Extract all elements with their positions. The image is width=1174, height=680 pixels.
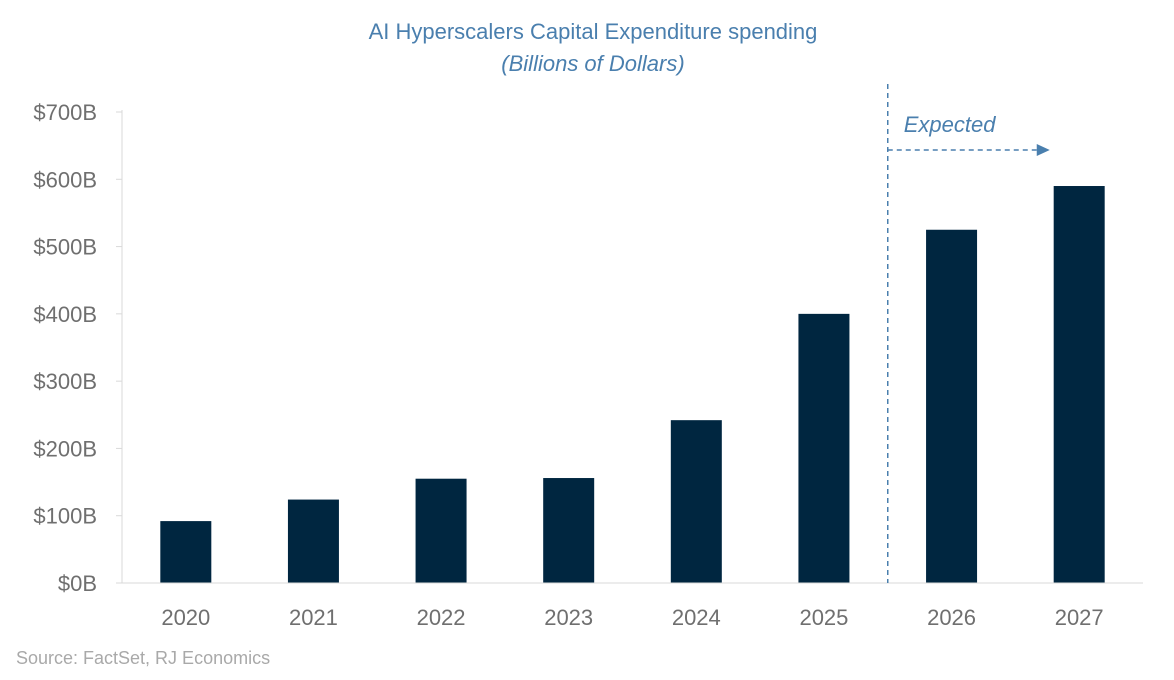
chart-subtitle: (Billions of Dollars)	[501, 51, 684, 76]
x-tick-label: 2025	[799, 605, 848, 630]
bar-2020	[160, 521, 212, 583]
y-tick-label: $0B	[58, 571, 97, 596]
x-tick-label: 2023	[544, 605, 593, 630]
chart-title: AI Hyperscalers Capital Expenditure spen…	[369, 19, 818, 44]
y-tick-label: $100B	[33, 504, 97, 529]
x-axis: 2020 2021 2022 2023 2024 2025 2026 2027	[122, 582, 1143, 630]
bar-2024	[670, 420, 722, 583]
x-tick-label: 2022	[417, 605, 466, 630]
y-tick-label: $600B	[33, 167, 97, 192]
bar-2027	[1053, 186, 1105, 583]
bar-2025	[798, 313, 850, 583]
expected-label: Expected	[904, 112, 996, 137]
source-note: Source: FactSet, RJ Economics	[16, 648, 271, 668]
x-tick-label: 2021	[289, 605, 338, 630]
x-tick-label: 2026	[927, 605, 976, 630]
bar-2026	[926, 229, 978, 583]
expected-arrow-head	[1036, 144, 1050, 156]
bar-2021	[287, 499, 339, 583]
x-tick-label: 2027	[1055, 605, 1104, 630]
bar-2023	[543, 478, 595, 583]
y-tick-label: $300B	[33, 369, 97, 394]
bar-2022	[415, 478, 467, 583]
y-tick-label: $700B	[33, 100, 97, 125]
y-tick-label: $200B	[33, 436, 97, 461]
y-axis: $0B $100B $200B $300B $400B $500B $600B $700B	[33, 100, 123, 596]
x-tick-label: 2024	[672, 605, 721, 630]
bars-group	[160, 186, 1105, 583]
expected-annotation: Expected	[887, 84, 1050, 583]
y-tick-label: $500B	[33, 235, 97, 260]
x-tick-label: 2020	[161, 605, 210, 630]
y-tick-label: $400B	[33, 302, 97, 327]
